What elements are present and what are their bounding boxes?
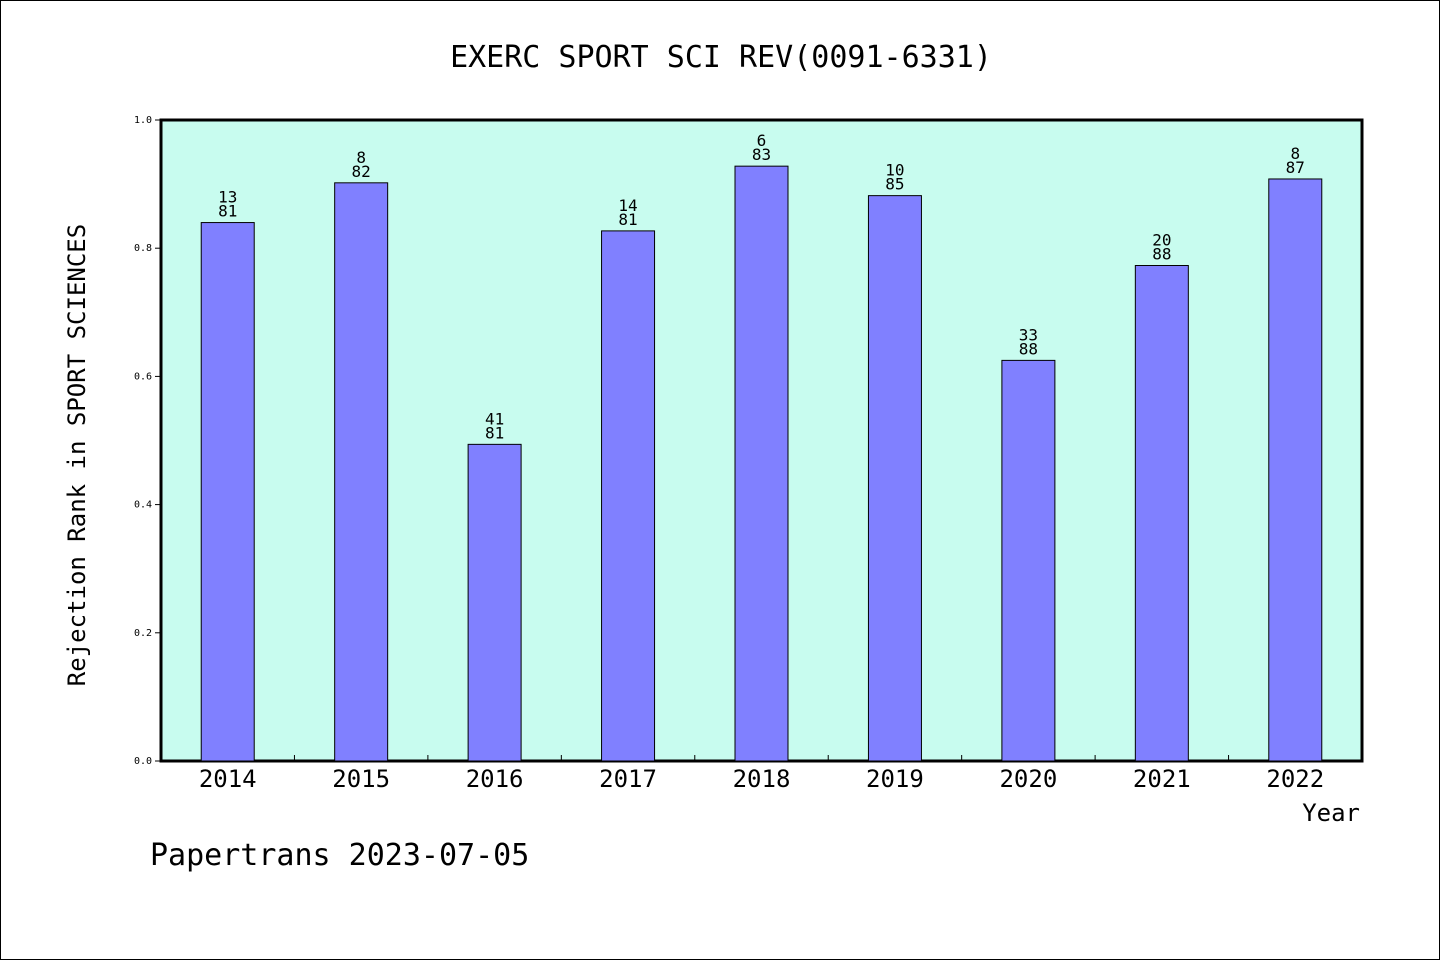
bar-rank-label: 6 [757,131,767,150]
bar-total-label: 87 [1286,158,1305,177]
x-tick-label: 2019 [866,765,924,793]
bar-total-label: 81 [485,423,504,442]
bar [334,182,389,762]
bar [1001,359,1056,762]
x-tick-label: 2017 [599,765,657,793]
bar-rank-label: 20 [1152,231,1171,250]
bar [1268,178,1323,762]
bar-rank-label: 33 [1019,325,1038,344]
bar-total-label: 88 [1019,339,1038,358]
bar-total-label: 81 [618,210,637,229]
x-tick-label: 2018 [733,765,791,793]
bar [734,165,789,762]
x-tick-label: 2021 [1133,765,1191,793]
bar [467,443,522,762]
bar-total-label: 83 [752,145,771,164]
y-tick-label: 0.0 [134,756,152,767]
chart-title: EXERC SPORT SCI REV(0091-6331) [450,40,992,75]
bar-rank-label: 41 [485,409,504,428]
y-tick-label: 0.6 [134,371,152,382]
bar-total-label: 82 [352,162,371,181]
bar [867,195,922,762]
x-tick-label: 2020 [999,765,1057,793]
y-tick-label: 0.4 [134,500,152,511]
bar-rank-label: 8 [1290,144,1300,163]
bar-rank-label: 13 [218,188,237,207]
bar [200,222,255,762]
footer-text: Papertrans 2023-07-05 [150,838,529,873]
y-tick-label: 0.2 [134,628,152,639]
bar-total-label: 85 [885,175,904,194]
x-tick-label: 2014 [199,765,257,793]
y-tick-label: 0.8 [134,243,152,254]
bar [601,230,656,762]
y-tick-label: 1.0 [134,115,152,126]
bar-total-label: 88 [1152,245,1171,264]
bar-rank-label: 10 [885,161,904,180]
bar-total-label: 81 [218,202,237,221]
bar-rank-label: 14 [618,196,637,215]
bar-rank-label: 8 [356,148,366,167]
x-tick-label: 2015 [332,765,390,793]
x-tick-label: 2016 [466,765,524,793]
x-axis-label: Year [1302,799,1360,827]
bar [1134,265,1189,762]
y-axis-label: Rejection Rank in SPORT SCIENCES [63,224,91,686]
x-tick-label: 2022 [1266,765,1324,793]
